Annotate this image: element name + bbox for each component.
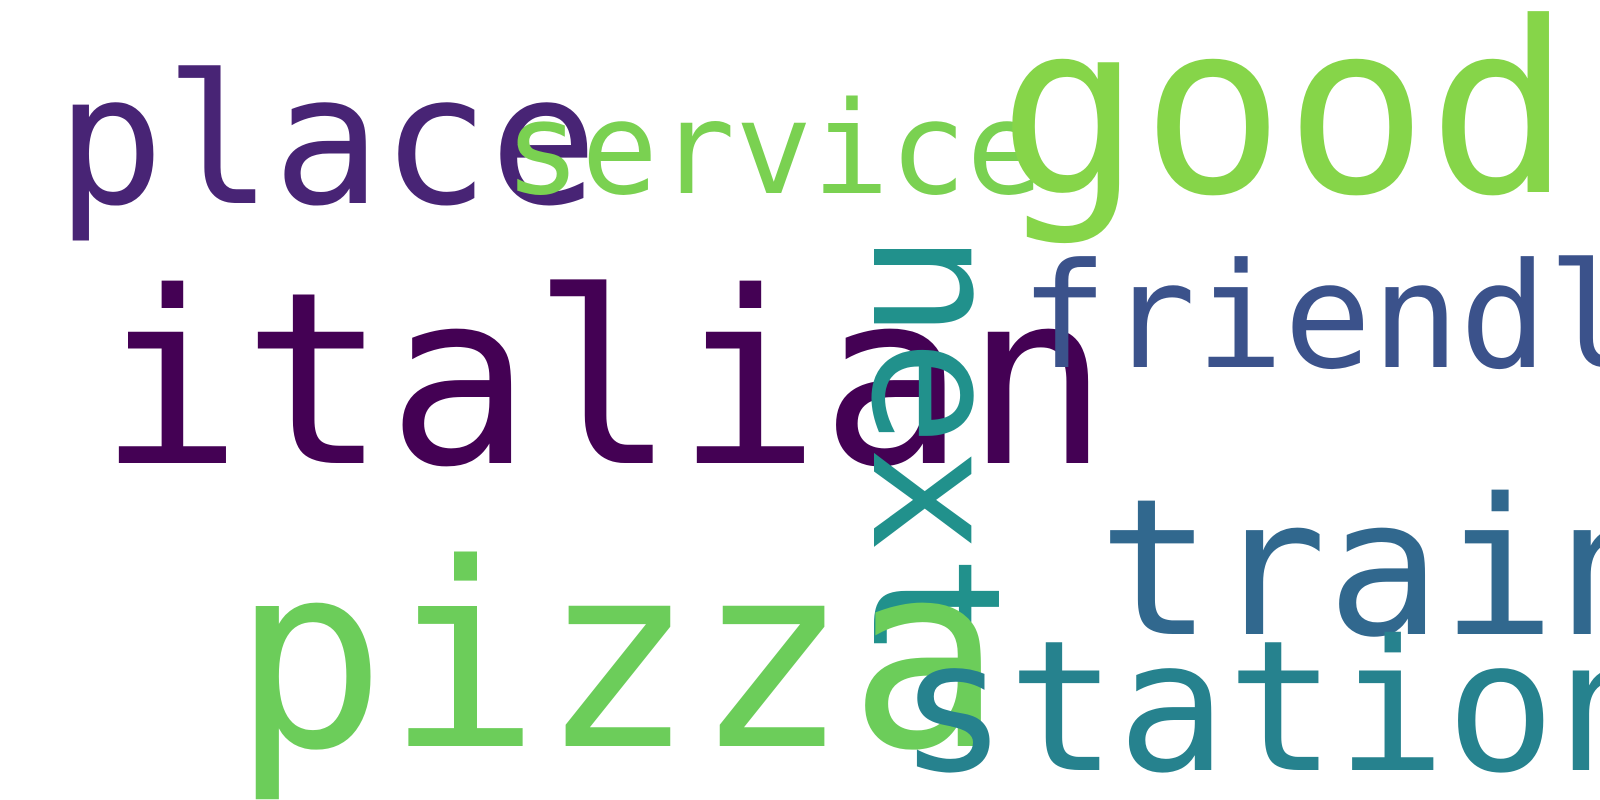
word-station: station — [898, 601, 1600, 800]
word-friendly: friendly — [1020, 232, 1600, 402]
word-good: good — [998, 0, 1572, 249]
word-service: service — [504, 75, 1044, 224]
word-pizza: pizza — [232, 509, 1003, 800]
word-italian: italian — [98, 240, 1110, 520]
word-place: place — [56, 37, 598, 246]
word-train: train — [1098, 458, 1600, 679]
